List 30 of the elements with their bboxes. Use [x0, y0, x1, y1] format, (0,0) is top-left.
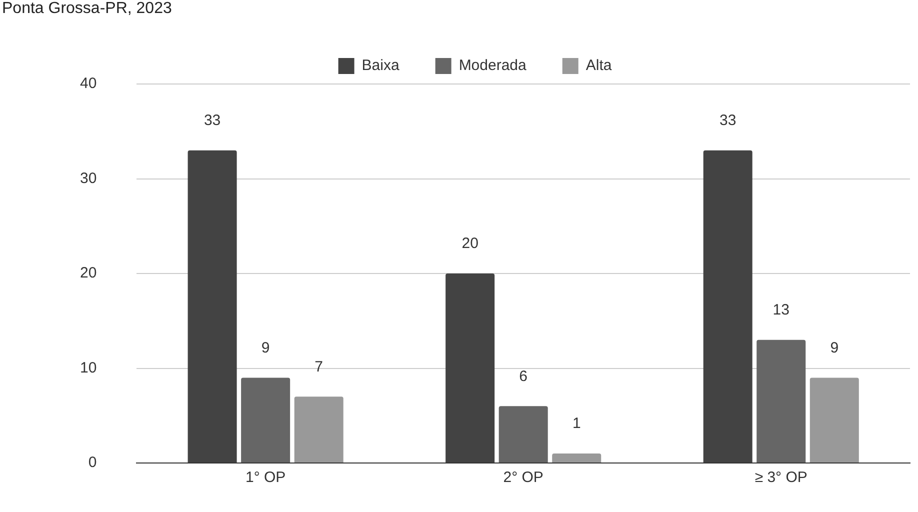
- legend-label: Alta: [586, 57, 612, 74]
- data-label: 1: [572, 415, 581, 432]
- bar: [552, 454, 602, 462]
- y-tick-label: 10: [80, 359, 97, 376]
- data-label: 9: [830, 339, 839, 356]
- data-label: 20: [462, 235, 478, 252]
- bar: [703, 150, 752, 462]
- y-tick-label: 0: [88, 454, 97, 472]
- x-tick-label: 1° OP: [245, 469, 286, 486]
- bar: [756, 340, 806, 462]
- y-tick-label: 40: [80, 75, 97, 92]
- data-label: 33: [719, 112, 736, 129]
- bar: [241, 378, 290, 462]
- x-tick-label: 2° OP: [503, 469, 544, 486]
- bar: [810, 378, 859, 462]
- legend-label: Baixa: [362, 57, 400, 74]
- bar: [188, 150, 237, 462]
- data-label: 9: [261, 339, 270, 356]
- data-label: 6: [519, 368, 528, 385]
- bar: [446, 274, 495, 462]
- chart-title: Ponta Grossa-PR, 2023: [2, 0, 172, 18]
- bar: [498, 406, 548, 462]
- y-tick-label: 30: [80, 170, 97, 187]
- legend-label: Moderada: [458, 57, 528, 74]
- y-tick-label: 20: [80, 264, 97, 282]
- data-label: 7: [314, 358, 324, 376]
- data-label: 33: [204, 112, 221, 129]
- x-tick-label: ≥ 3° OP: [754, 469, 808, 486]
- data-label: 13: [772, 301, 790, 318]
- bar: [294, 396, 344, 462]
